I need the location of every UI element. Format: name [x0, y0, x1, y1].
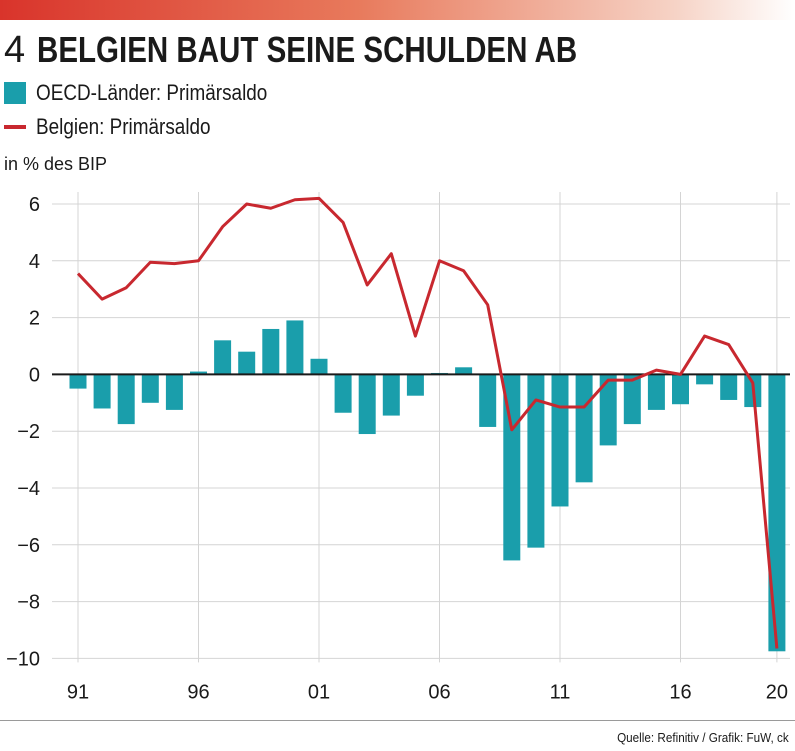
bar [479, 374, 497, 427]
legend: OECD-Länder: Primärsaldo Belgien: Primär… [4, 76, 305, 144]
bar [117, 374, 135, 425]
bar [286, 320, 304, 375]
bar [141, 374, 159, 403]
bar [334, 374, 352, 413]
source-credit: Quelle: Refinitiv / Grafik: FuW, ck [617, 730, 789, 745]
y-tick-label: 2 [29, 308, 40, 330]
bar [214, 340, 232, 375]
y-tick-label: −2 [17, 421, 40, 443]
bar [696, 374, 714, 385]
y-tick-label: −4 [17, 478, 40, 500]
y-tick-label: −8 [17, 592, 40, 614]
top-accent-bar [0, 0, 795, 20]
bar [310, 358, 328, 375]
bar [165, 374, 183, 410]
bar [551, 374, 569, 507]
bar [190, 371, 207, 375]
y-tick-label: 6 [29, 194, 40, 216]
y-tick-label: 4 [29, 251, 40, 273]
x-tick-label: 11 [550, 681, 571, 703]
bar [768, 374, 786, 652]
bar [647, 374, 665, 410]
legend-item-oecd: OECD-Länder: Primärsaldo [4, 76, 305, 110]
chart-title: BELGIEN BAUT SEINE SCHULDEN AB [37, 29, 578, 70]
x-tick-label: 96 [187, 681, 209, 703]
footer-divider [0, 720, 795, 721]
y-tick-label: 0 [29, 364, 40, 386]
bar [406, 374, 424, 396]
bar [382, 374, 400, 416]
x-tick-label: 20 [766, 681, 788, 703]
series-line-belgium [76, 196, 779, 649]
x-tick-label: 91 [67, 681, 89, 703]
bar [69, 374, 87, 389]
x-tick-label: 01 [308, 681, 330, 703]
x-tick-label: 16 [669, 681, 691, 703]
bar [575, 374, 593, 483]
bar [527, 374, 545, 548]
bar [238, 351, 256, 375]
bar [503, 374, 521, 561]
legend-label-belgium: Belgien: Primärsaldo [36, 114, 211, 139]
y-tick-label: −6 [17, 535, 40, 557]
y-axis-unit-label: in % des BIP [4, 154, 108, 174]
legend-swatch-line [4, 125, 26, 129]
line-layer [76, 196, 779, 649]
bar [358, 374, 376, 435]
bar [623, 374, 641, 425]
bar [672, 374, 689, 405]
bar [720, 374, 738, 400]
bar [455, 367, 473, 375]
chart-header: 4 BELGIEN BAUT SEINE SCHULDEN AB [4, 28, 696, 72]
y-tick-label: −10 [6, 648, 40, 670]
legend-item-belgium: Belgien: Primärsaldo [4, 110, 305, 144]
legend-label-oecd: OECD-Länder: Primärsaldo [36, 80, 268, 105]
legend-swatch-bar [4, 82, 26, 104]
chart-number: 4 [4, 29, 26, 71]
bar [93, 374, 111, 409]
x-tick-label: 06 [428, 681, 450, 703]
bar [262, 328, 280, 375]
bar [599, 374, 617, 446]
